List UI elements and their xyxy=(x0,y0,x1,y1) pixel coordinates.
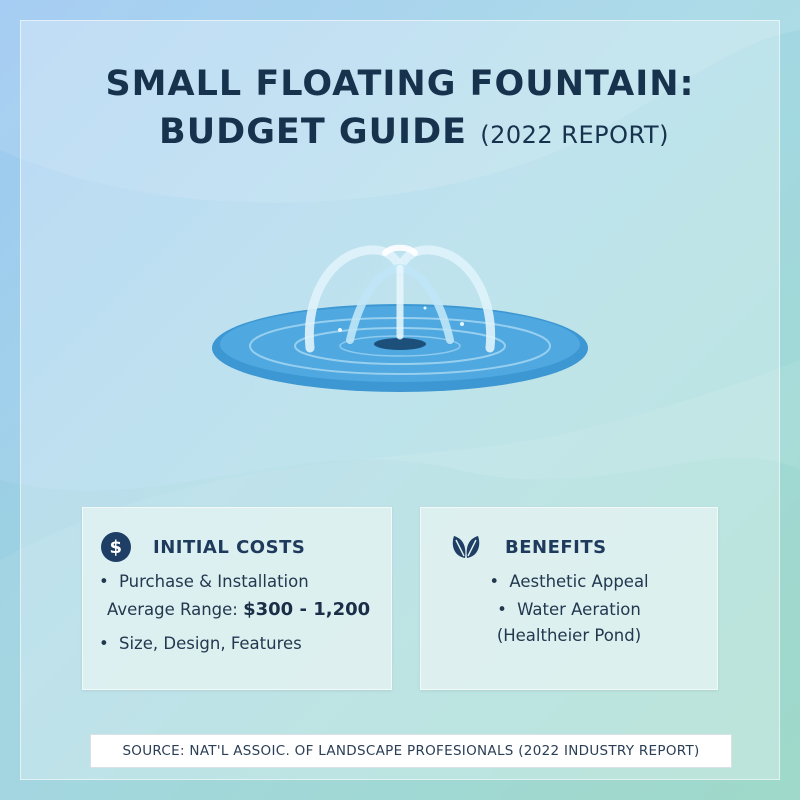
initial-costs-list: • Purchase & Installation Average Range: … xyxy=(99,568,389,658)
dollar-icon: $ xyxy=(101,532,131,562)
page-title-line1: SMALL FLOATING FOUNTAIN: xyxy=(105,64,695,104)
list-item: • Size, Design, Features xyxy=(99,634,302,653)
average-range: Average Range: $300 - 1,200 xyxy=(99,596,389,624)
leaf-icon xyxy=(452,536,480,558)
healthier-pond-note: (Healtheier Pond) xyxy=(496,626,642,645)
size-design-features-text: Size, Design, Features xyxy=(119,634,302,653)
aesthetic-appeal-text: Aesthetic Appeal xyxy=(509,572,649,591)
page-title-line2: BUDGET GUIDE (2022 REPORT) xyxy=(0,112,800,152)
benefits-card: BENEFITS • Aesthetic Appeal • Water Aerati… xyxy=(420,507,718,690)
benefits-heading: BENEFITS xyxy=(505,536,607,558)
list-item: • Water Aeration xyxy=(497,600,641,619)
initial-costs-heading: INITIAL COSTS xyxy=(153,536,306,558)
list-item: • Purchase & Installation xyxy=(99,572,309,591)
fountain-illustration xyxy=(212,244,588,392)
initial-costs-header: $ INITIAL COSTS xyxy=(101,532,305,562)
title-main: BUDGET GUIDE xyxy=(159,112,468,152)
initial-costs-card: $ INITIAL COSTS • Purchase & Installation… xyxy=(82,507,392,690)
benefits-list: • Aesthetic Appeal • Water Aeration (Healt… xyxy=(421,568,717,650)
benefits-header: BENEFITS xyxy=(449,532,607,562)
average-range-value: $300 - 1,200 xyxy=(243,599,371,620)
title-year: (2022 REPORT) xyxy=(480,121,669,149)
source-citation: SOURCE: NAT'L ASSOIC. OF LANDSCAPE PROFE… xyxy=(90,734,732,768)
purchase-installation-text: Purchase & Installation xyxy=(119,572,309,591)
average-range-label: Average Range: xyxy=(107,600,238,619)
list-item: • Aesthetic Appeal xyxy=(489,572,649,591)
water-aeration-text: Water Aeration xyxy=(517,600,641,619)
